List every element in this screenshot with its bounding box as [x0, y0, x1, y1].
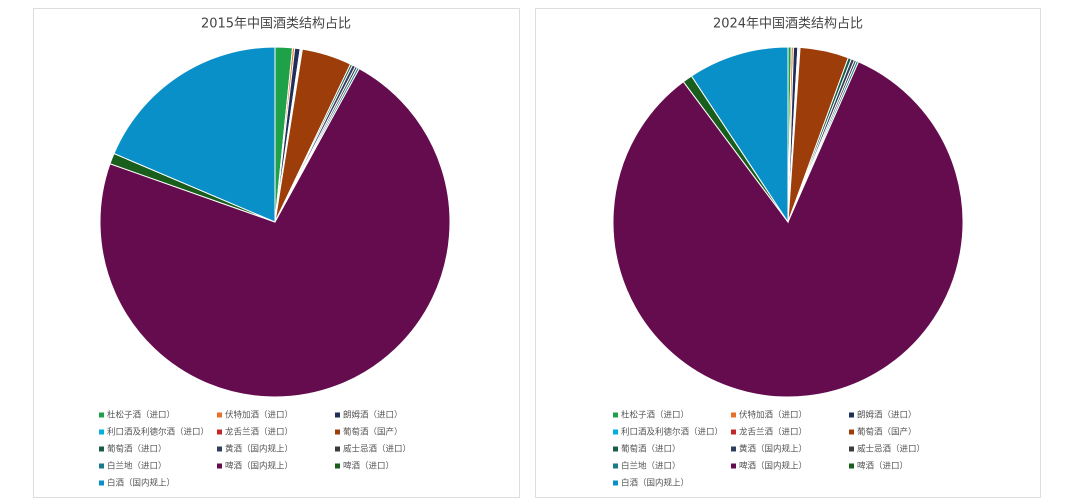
legend-marker: [613, 429, 618, 435]
legend-marker: [731, 429, 736, 435]
legend-label: 啤酒（进口）: [857, 461, 908, 472]
legend-label: 伏特加酒（进口）: [739, 410, 807, 421]
legend-marker: [613, 412, 618, 418]
legend-marker: [99, 412, 104, 418]
legend-label: 威士忌酒（进口）: [343, 444, 411, 455]
legend-label: 利口酒及利德尔酒（进口）: [107, 427, 209, 438]
legend-marker: [613, 446, 618, 452]
legend-marker: [613, 480, 618, 486]
legend-marker: [335, 463, 340, 469]
legend-label: 啤酒（进口）: [343, 461, 394, 472]
legend-marker: [849, 463, 854, 469]
legend-label: 黄酒（国内规上）: [739, 444, 807, 455]
legend-marker: [335, 429, 340, 435]
legend-marker: [217, 412, 222, 418]
legend-marker: [849, 446, 854, 452]
pie-slice: [612, 61, 964, 398]
legend-label: 葡萄酒（国产）: [343, 427, 403, 438]
legend-marker: [335, 446, 340, 452]
legend-marker: [849, 412, 854, 418]
legend-label: 黄酒（国内规上）: [225, 444, 293, 455]
legend-marker: [613, 463, 618, 469]
legend-marker: [99, 429, 104, 435]
pie-slice: [113, 46, 276, 223]
legend-label: 杜松子酒（进口）: [107, 410, 175, 421]
legend-marker: [99, 463, 104, 469]
legend-label: 葡萄酒（国产）: [857, 427, 917, 438]
legend-label: 葡萄酒（进口）: [107, 444, 167, 455]
legend-marker: [731, 412, 736, 418]
pie-slice: [99, 67, 451, 398]
legend-marker: [99, 446, 104, 452]
legend-label: 杜松子酒（进口）: [621, 410, 689, 421]
legend-label: 龙舌兰酒（进口）: [225, 427, 293, 438]
legend-label: 威士忌酒（进口）: [857, 444, 925, 455]
legend-label: 白兰地（进口）: [107, 461, 167, 472]
legend-label: 啤酒（国内规上）: [225, 461, 293, 472]
chart-title: 2024年中国酒类结构占比: [713, 17, 863, 32]
legend-marker: [849, 429, 854, 435]
pie-slice: [690, 46, 789, 224]
legend-label: 伏特加酒（进口）: [225, 410, 293, 421]
legend-label: 啤酒（国内规上）: [739, 461, 807, 472]
legend-marker: [217, 463, 222, 469]
legend-marker: [731, 446, 736, 452]
legend-label: 利口酒及利德尔酒（进口）: [621, 427, 723, 438]
legend-marker: [217, 429, 222, 435]
legend-label: 龙舌兰酒（进口）: [739, 427, 807, 438]
legend-label: 葡萄酒（进口）: [621, 444, 681, 455]
legend-label: 白酒（国内规上）: [107, 478, 175, 489]
legend-label: 白兰地（进口）: [621, 461, 681, 472]
chart-title: 2015年中国酒类结构占比: [201, 17, 351, 32]
legend-label: 朗姆酒（进口）: [857, 410, 917, 421]
legend-marker: [335, 412, 340, 418]
legend-marker: [99, 480, 104, 486]
legend-marker: [217, 446, 222, 452]
legend-label: 白酒（国内规上）: [621, 478, 689, 489]
legend-marker: [731, 463, 736, 469]
legend-label: 朗姆酒（进口）: [343, 410, 403, 421]
